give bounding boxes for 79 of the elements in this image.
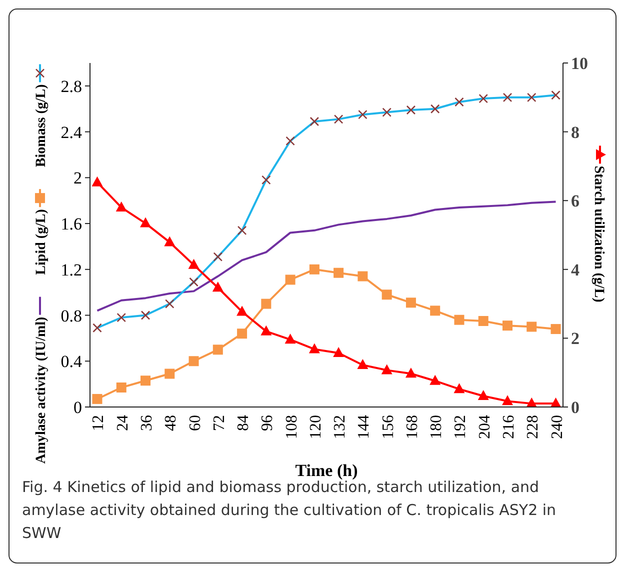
point: [212, 344, 223, 355]
point: [164, 236, 176, 246]
legend-label: Amylase activity (IU/ml): [34, 316, 49, 464]
legend-label: Starch utilization (g/L): [591, 166, 606, 303]
legend-label: Lipid (g/L): [34, 208, 49, 275]
x-tick-label: 48: [162, 415, 180, 431]
y2-tick-label: 2: [571, 329, 580, 348]
point: [92, 176, 103, 186]
point: [454, 314, 464, 325]
point: [309, 264, 320, 274]
point: [430, 306, 440, 316]
y-tick-label: 0.4: [60, 352, 82, 372]
x-tick-label: 72: [210, 415, 228, 431]
point: [478, 316, 488, 326]
point: [381, 364, 392, 374]
x-tick-label: 192: [452, 415, 470, 439]
point: [116, 382, 126, 393]
point: [237, 328, 248, 339]
point: [140, 376, 151, 386]
point: [261, 298, 272, 309]
y-tick-label: 0.8: [60, 306, 82, 326]
point: [526, 322, 537, 332]
x-tick-label: 120: [307, 415, 324, 439]
point: [358, 271, 368, 282]
y-tick-label: 2.8: [60, 76, 82, 96]
point: [236, 306, 248, 316]
point: [188, 356, 199, 366]
point: [478, 390, 489, 400]
point: [188, 258, 200, 269]
x-tick-label: 96: [259, 415, 276, 431]
x-tick-label: 108: [283, 415, 300, 439]
y-tick-label: 0: [74, 398, 82, 417]
x-tick-label: 228: [524, 415, 542, 439]
y2-tick-label: 8: [571, 122, 580, 142]
point: [92, 394, 102, 404]
point: [334, 268, 344, 278]
point: [502, 395, 513, 406]
y-tick-label: 2.4: [60, 122, 82, 142]
point: [454, 383, 465, 394]
x-tick-label: 84: [235, 415, 252, 431]
point: [308, 343, 320, 354]
x-tick-label: 36: [138, 415, 156, 431]
point: [405, 368, 416, 378]
x-tick-label: 216: [500, 415, 518, 439]
point: [212, 282, 224, 292]
point: [382, 290, 392, 300]
x-tick-label: 144: [356, 415, 373, 439]
point: [430, 374, 441, 385]
legend-label: Biomass (g/L): [34, 84, 49, 168]
y2-tick-label: 4: [571, 260, 580, 280]
x-tick-label: 132: [332, 415, 349, 439]
y-tick-label: 1.6: [60, 214, 82, 234]
x-tick-label: 168: [404, 415, 421, 439]
x-tick-label: 240: [548, 415, 566, 439]
point: [164, 368, 175, 379]
point: [357, 359, 368, 370]
point: [550, 324, 561, 334]
y-tick-label: 1.2: [60, 260, 82, 280]
point: [284, 334, 296, 344]
x-tick-label: 204: [476, 415, 494, 439]
point: [502, 320, 512, 331]
x-axis-title: Time (h): [295, 461, 358, 480]
x-tick-label: 24: [114, 415, 132, 431]
point: [116, 201, 127, 212]
point: [333, 346, 344, 357]
line-series: [96, 200, 557, 312]
x-tick-label: 60: [186, 415, 204, 431]
point: [260, 325, 272, 336]
x-tick-label: 180: [428, 415, 446, 439]
point: [406, 298, 416, 308]
y2-tick-label: 0: [571, 398, 580, 417]
caption: Fig. 4 Kinetics of lipid and biomass production, starch utilization, and amylase activity obtained during the cultivation of C. tropicalis ASY2 in SWW: [22, 478, 556, 542]
x-tick-label: 156: [380, 415, 397, 439]
y2-tick-label: 10: [571, 54, 588, 73]
x-tick-label: 12: [90, 415, 108, 431]
point: [140, 217, 152, 228]
point: [285, 274, 296, 285]
y2-tick-label: 6: [571, 192, 580, 211]
y-tick-label: 2: [74, 168, 82, 188]
